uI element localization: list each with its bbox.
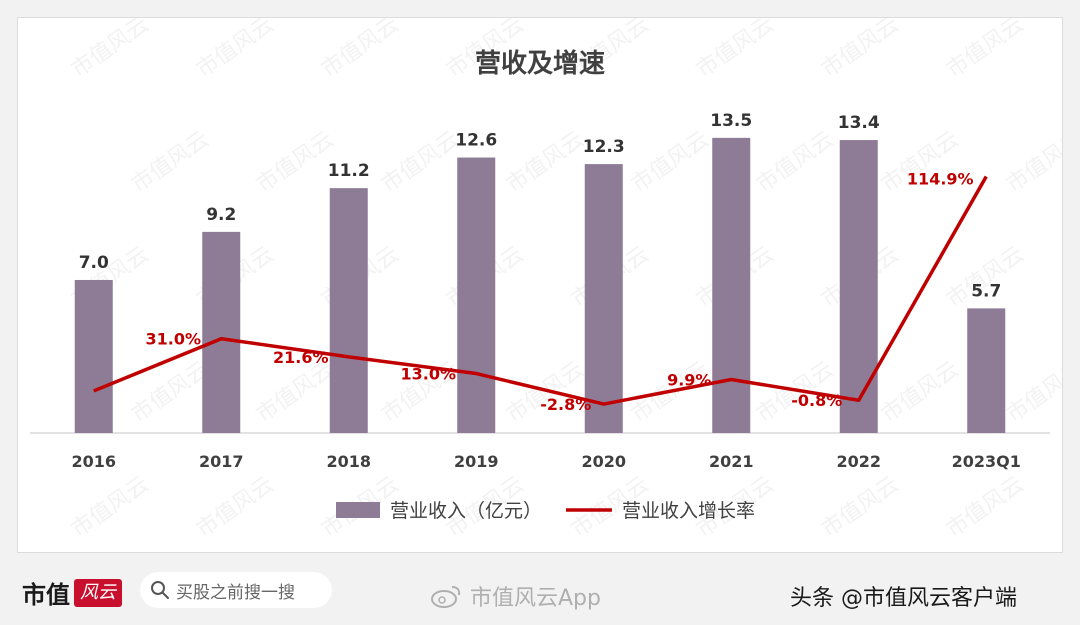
logo-text: 市值	[22, 581, 70, 609]
watermark-text: 市值风云	[942, 18, 1028, 83]
watermark-text: 市值风云	[192, 472, 278, 543]
watermark-text: 市值风云	[67, 18, 153, 83]
watermark-text: 市值风云	[127, 357, 213, 428]
watermark-text: 市值风云	[252, 127, 338, 198]
growth-label: 9.9%	[667, 371, 711, 390]
watermark-text: 市值风云	[1002, 357, 1062, 428]
x-tick-label: 2023Q1	[952, 452, 1021, 471]
bar-2017	[202, 231, 241, 433]
bar-value-label: 7.0	[79, 253, 109, 273]
watermark-text: 市值风云	[817, 18, 903, 83]
legend-label-revenue: 营业收入（亿元）	[390, 500, 542, 522]
watermark-text: 市值风云	[1002, 127, 1062, 198]
bar-value-label: 12.6	[455, 131, 497, 151]
logo-mark: 风云	[74, 578, 122, 607]
growth-label: 31.0%	[145, 330, 201, 349]
x-tick-label: 2019	[454, 452, 499, 471]
x-tick-label: 2016	[71, 452, 116, 471]
x-tick-label: 2020	[581, 452, 626, 471]
bar-value-label: 5.7	[971, 281, 1001, 301]
bar-2023Q1	[967, 308, 1006, 433]
legend-swatch-revenue	[336, 502, 380, 518]
growth-label: 21.6%	[273, 348, 329, 367]
watermark-text: 市值风云	[817, 472, 903, 543]
growth-label: 114.9%	[907, 170, 974, 189]
watermark-text: 市值风云	[252, 357, 338, 428]
search-icon	[151, 581, 169, 599]
bar-2016	[74, 279, 113, 433]
bar-value-label: 9.2	[206, 205, 236, 225]
bar-value-label: 12.3	[583, 137, 625, 157]
bar-2021	[712, 137, 751, 433]
x-tick-label: 2022	[836, 452, 881, 471]
watermark-text: 市值风云	[502, 357, 588, 428]
footer-bar: 市值 风云 买股之前搜一搜 市值风云App 头条 @市值风云客户端	[0, 560, 1080, 625]
brand-logo[interactable]: 市值 风云	[22, 575, 122, 610]
watermark-text: 市值风云	[502, 127, 588, 198]
x-tick-label: 2021	[709, 452, 754, 471]
bar-2019	[457, 157, 496, 433]
watermark-text: 市值风云	[942, 242, 1028, 313]
watermark-text: 市值风云	[67, 472, 153, 543]
watermark-text: 市值风云	[877, 357, 963, 428]
growth-line	[93, 175, 988, 406]
watermark-text: 市值风云	[692, 18, 778, 83]
watermark-text: 市值风云	[627, 127, 713, 198]
bar-2018	[329, 188, 368, 433]
x-tick-label: 2018	[326, 452, 371, 471]
chart-title: 营收及增速	[475, 48, 605, 79]
watermark-text: 市值风云	[317, 18, 403, 83]
weibo-watermark-text: 市值风云App	[470, 586, 601, 611]
bar-value-label: 11.2	[328, 161, 370, 181]
growth-label: 13.0%	[400, 365, 456, 384]
legend-label-growth: 营业收入增长率	[622, 500, 755, 522]
watermark-text: 市值风云	[127, 127, 213, 198]
bar-value-label: 13.5	[710, 111, 752, 131]
weibo-watermark: 市值风云App	[430, 580, 601, 612]
growth-label: -0.8%	[791, 391, 842, 410]
chart-card: 市值风云 市值风云 市值风云 市值风云 市值风云 市值风云 市值风云 市值风云 市值风云 市值风云…	[17, 17, 1063, 553]
bar-2020	[584, 164, 623, 433]
growth-label: -2.8%	[540, 395, 591, 414]
watermark-text: 市值风云	[942, 472, 1028, 543]
watermark-text: 市值风云	[752, 127, 838, 198]
search-box[interactable]: 买股之前搜一搜	[140, 572, 332, 608]
watermark-text: 市值风云	[192, 18, 278, 83]
bar-value-label: 13.4	[838, 113, 880, 133]
x-tick-label: 2017	[199, 452, 244, 471]
watermark-text: 市值风云	[377, 127, 463, 198]
weibo-icon	[431, 586, 461, 608]
search-placeholder: 买股之前搜一搜	[176, 582, 295, 603]
bar-2022	[839, 140, 878, 433]
source-credit: 头条 @市值风云客户端	[790, 586, 1017, 611]
